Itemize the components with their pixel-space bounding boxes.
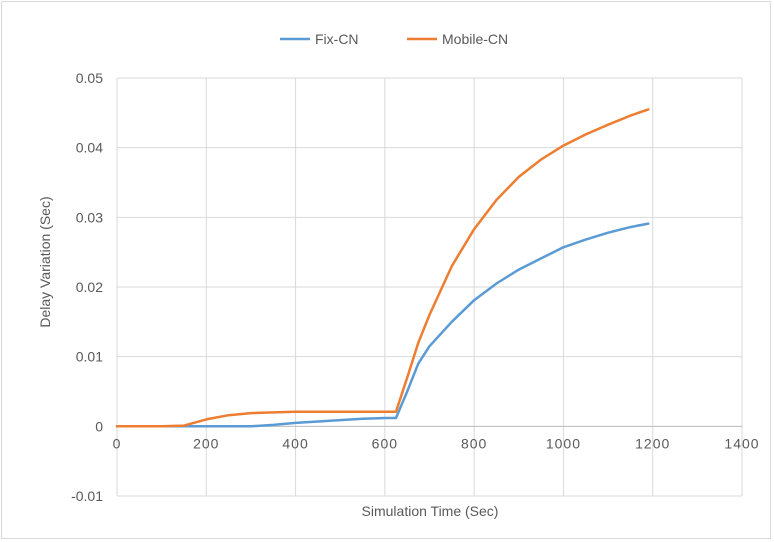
series-line-fix-cn: [115, 222, 650, 428]
y-tick-label: -0.01: [71, 488, 103, 504]
x-tick-label: 0: [113, 435, 122, 451]
y-tick-labels: -0.01 0 0.01 0.02 0.03 0.04 0.05: [71, 70, 103, 504]
y-tick-label: 0.02: [76, 279, 103, 295]
y-tick-label: 0.05: [76, 70, 103, 86]
y-tick-label: 0.04: [76, 140, 103, 156]
series-lines: [115, 108, 650, 428]
x-tick-label: 200: [193, 435, 219, 451]
legend-label: Fix-CN: [315, 31, 359, 47]
x-tick-label: 600: [372, 435, 398, 451]
y-tick-label: 0.03: [76, 209, 103, 225]
x-axis-title: Simulation Time (Sec): [362, 503, 499, 519]
y-tick-label: 0: [95, 418, 103, 434]
x-tick-label: 800: [461, 435, 487, 451]
legend: Fix-CN Mobile-CN: [280, 31, 508, 47]
legend-label: Mobile-CN: [442, 31, 508, 47]
x-tick-labels: 0 200 400 600 800 1000 1200 1400: [113, 435, 759, 451]
x-tick-label: 1000: [546, 435, 581, 451]
x-tick-label: 1200: [635, 435, 670, 451]
y-tick-label: 0.01: [76, 349, 103, 365]
gridlines: [116, 77, 743, 497]
y-axis-title: Delay Variation (Sec): [37, 196, 53, 327]
x-tick-label: 400: [282, 435, 308, 451]
series-line-mobile-cn: [115, 108, 650, 428]
x-tick-label: 1400: [724, 435, 759, 451]
